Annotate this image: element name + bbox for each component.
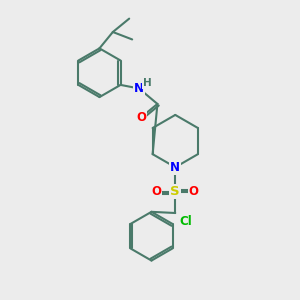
- Text: O: O: [189, 185, 199, 198]
- Text: S: S: [170, 185, 180, 198]
- Text: O: O: [136, 111, 146, 124]
- Text: N: N: [170, 161, 180, 174]
- Text: O: O: [151, 185, 161, 198]
- Text: H: H: [143, 78, 152, 88]
- Text: N: N: [134, 82, 144, 95]
- Text: Cl: Cl: [180, 214, 192, 227]
